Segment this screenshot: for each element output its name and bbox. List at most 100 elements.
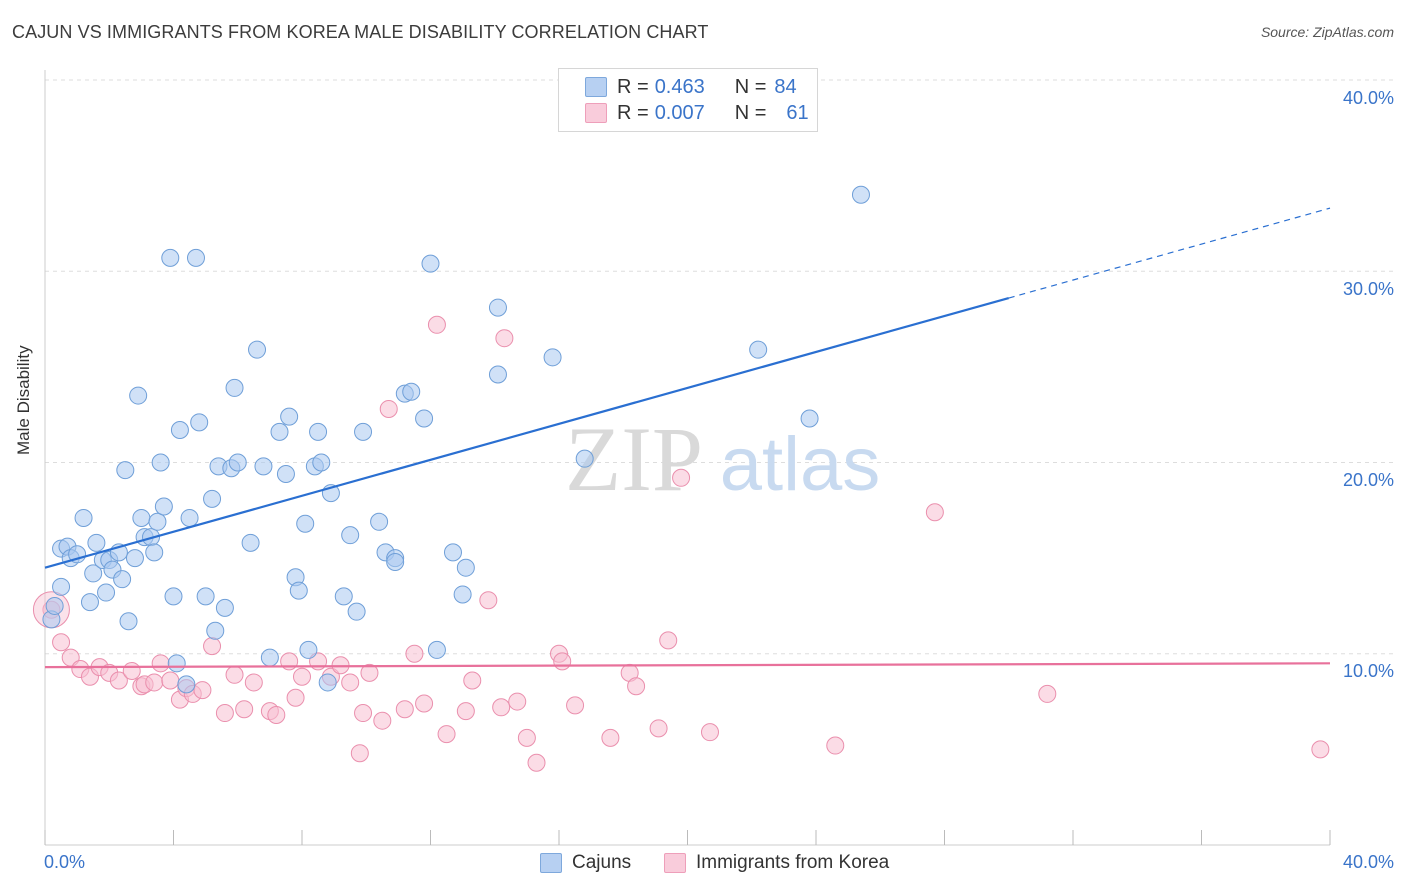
x-tick-40: 40.0%	[1342, 852, 1394, 872]
data-point-cajun	[354, 422, 373, 441]
data-point-cajun	[206, 621, 225, 640]
chart-title: CAJUN VS IMMIGRANTS FROM KOREA MALE DISA…	[12, 22, 709, 42]
data-point-cajun	[800, 409, 819, 428]
data-point-cajun	[116, 461, 135, 480]
data-point-cajun	[260, 648, 279, 667]
data-point-cajun	[167, 654, 186, 673]
data-point-cajun	[749, 340, 768, 359]
data-point-cajun	[225, 378, 244, 397]
data-point-cajun	[341, 526, 360, 545]
data-point-korea	[354, 704, 373, 723]
data-point-korea	[427, 315, 446, 334]
data-point-cajun	[129, 386, 148, 405]
data-point-korea	[492, 698, 511, 717]
bottom-legend-korea-label: Immigrants from Korea	[696, 852, 890, 873]
cajuns-swatch	[540, 853, 562, 873]
data-point-korea	[395, 700, 414, 719]
data-point-cajun	[190, 413, 209, 432]
data-point-korea	[672, 468, 691, 487]
data-point-korea	[267, 705, 286, 724]
data-point-cajun	[309, 422, 328, 441]
data-point-korea	[286, 688, 305, 707]
data-point-korea	[566, 696, 585, 715]
bottom-legend-cajuns: Cajuns	[540, 852, 631, 874]
data-point-korea	[700, 723, 719, 742]
data-point-cajun	[74, 508, 93, 527]
trend-line-cajuns-extension	[1008, 207, 1331, 299]
data-point-korea	[151, 654, 170, 673]
data-point-korea	[225, 665, 244, 684]
data-point-cajun	[164, 587, 183, 606]
data-point-korea	[479, 591, 498, 610]
cajuns-swatch	[585, 77, 607, 97]
data-point-korea	[373, 711, 392, 730]
data-point-cajun	[45, 596, 64, 615]
bottom-legend-korea: Immigrants from Korea	[664, 852, 889, 874]
data-point-cajun	[215, 598, 234, 617]
data-point-korea	[341, 673, 360, 692]
y-tick-40: 40.0%	[1342, 88, 1394, 108]
watermark-atlas: atlas	[720, 422, 881, 507]
data-point-cajun	[177, 675, 196, 694]
trend-line-korea	[44, 662, 1331, 669]
trend-line-cajuns	[44, 296, 1010, 569]
data-point-cajun	[80, 593, 99, 612]
data-point-korea	[415, 694, 434, 713]
data-point-korea	[161, 671, 180, 690]
data-point-cajun	[228, 453, 247, 472]
data-point-korea	[553, 652, 572, 671]
data-point-cajun	[196, 587, 215, 606]
data-point-cajun	[421, 254, 440, 273]
legend-n-label: N =	[734, 75, 767, 98]
legend-n-value: 84	[774, 75, 797, 98]
data-point-korea	[379, 399, 398, 418]
data-point-korea	[659, 631, 678, 650]
data-point-korea	[925, 503, 944, 522]
data-point-cajun	[543, 348, 562, 367]
legend-r-value: 0.007	[654, 101, 705, 124]
legend-r-label: R =	[617, 101, 649, 124]
data-point-cajun	[119, 612, 138, 631]
data-point-cajun	[370, 512, 389, 531]
data-point-korea	[52, 633, 71, 652]
data-point-cajun	[170, 420, 189, 439]
data-point-korea	[649, 719, 668, 738]
legend-row-cajuns: R = 0.463 N = 84	[585, 75, 797, 99]
legend-r-value: 0.463	[654, 75, 705, 98]
data-point-korea	[1038, 684, 1057, 703]
data-point-korea	[215, 704, 234, 723]
data-point-cajun	[488, 365, 507, 384]
x-tick-0: 0.0%	[44, 852, 86, 872]
data-point-cajun	[312, 453, 331, 472]
data-point-cajun	[186, 248, 205, 267]
data-point-cajun	[87, 533, 106, 552]
korea-swatch	[585, 103, 607, 123]
data-point-cajun	[443, 543, 462, 562]
data-point-cajun	[145, 543, 164, 562]
y-tick-30: 30.0%	[1342, 279, 1394, 299]
data-point-cajun	[125, 549, 144, 568]
data-point-korea	[405, 644, 424, 663]
data-point-cajun	[148, 512, 167, 531]
y-axis-label: Male Disability	[14, 345, 33, 455]
data-point-cajun	[334, 587, 353, 606]
legend-n-value: 61	[786, 101, 809, 124]
data-point-cajun	[453, 585, 472, 604]
data-point-korea	[437, 725, 456, 744]
data-point-cajun	[296, 514, 315, 533]
y-tick-10: 10.0%	[1342, 661, 1394, 681]
data-point-cajun	[248, 340, 267, 359]
data-point-cajun	[280, 407, 299, 426]
data-point-korea	[122, 661, 141, 680]
data-point-korea	[360, 663, 379, 682]
trend-lines	[44, 207, 1331, 669]
data-point-cajun	[415, 409, 434, 428]
data-point-korea	[456, 702, 475, 721]
korea-swatch	[664, 853, 686, 873]
data-point-cajun	[299, 640, 318, 659]
data-point-cajun	[386, 552, 405, 571]
data-point-cajun	[241, 533, 260, 552]
data-point-korea	[627, 677, 646, 696]
data-point-cajun	[84, 564, 103, 583]
data-point-korea	[109, 671, 128, 690]
